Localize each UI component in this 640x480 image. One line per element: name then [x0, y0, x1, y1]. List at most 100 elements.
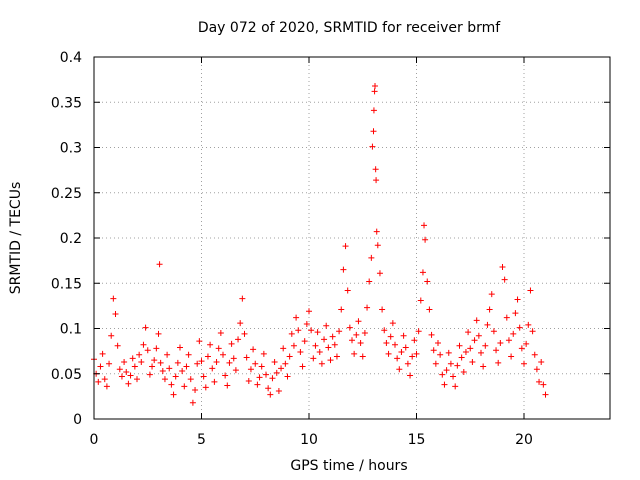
data-point [372, 166, 379, 173]
data-point [473, 317, 480, 324]
data-point [121, 358, 128, 365]
data-point [536, 378, 543, 385]
data-point [172, 373, 179, 380]
data-point [368, 254, 375, 261]
data-point [123, 368, 130, 375]
data-point [321, 336, 328, 343]
data-point [428, 331, 435, 338]
data-point [174, 359, 181, 366]
data-point [336, 328, 343, 335]
data-point [497, 339, 504, 346]
x-tick-label: 15 [408, 432, 426, 448]
grid [94, 57, 610, 419]
x-tick-label: 5 [197, 432, 206, 448]
data-point [370, 128, 377, 135]
data-point [129, 355, 136, 362]
data-point [373, 228, 380, 235]
x-axis: 0 5 10 15 20 [90, 57, 533, 448]
data-point [518, 345, 525, 352]
data-point [263, 371, 269, 378]
data-point [445, 349, 452, 356]
data-point [140, 341, 147, 348]
data-point [295, 327, 302, 334]
data-point [415, 328, 422, 335]
data-point [493, 347, 500, 354]
data-point [316, 349, 323, 356]
data-point [194, 360, 201, 367]
data-point [424, 278, 431, 285]
data-point [239, 295, 246, 302]
data-point [344, 287, 351, 294]
data-point [183, 363, 190, 370]
x-axis-label: GPS time / hours [290, 458, 407, 474]
data-point [359, 353, 366, 360]
data-point [187, 376, 194, 383]
data-point [207, 341, 214, 348]
data-point [516, 324, 523, 331]
data-point [465, 329, 472, 336]
y-tick-label: 0 [73, 412, 82, 428]
data-point [443, 367, 450, 374]
data-point [211, 378, 218, 385]
data-point [198, 358, 205, 365]
data-point [454, 362, 461, 369]
data-point [213, 358, 220, 365]
x-tick-label: 20 [515, 432, 533, 448]
data-point [527, 287, 534, 294]
data-point [200, 373, 207, 380]
data-point [437, 351, 444, 358]
data-point [495, 359, 502, 366]
data-point [284, 373, 291, 380]
data-point [156, 261, 163, 268]
data-point [370, 107, 377, 114]
data-point [260, 350, 267, 357]
data-point [542, 391, 549, 398]
data-point [217, 330, 224, 337]
data-point [215, 345, 222, 352]
y-tick-label: 0.25 [51, 186, 82, 202]
data-point [95, 378, 102, 385]
data-point [293, 314, 300, 321]
data-point [230, 355, 237, 362]
data-point [138, 358, 145, 365]
data-point [164, 351, 171, 358]
data-point [125, 380, 132, 387]
data-point [521, 360, 527, 367]
data-point [134, 376, 140, 383]
data-point [308, 327, 315, 334]
data-point [245, 377, 252, 384]
data-point [286, 353, 293, 360]
data-point [480, 363, 487, 370]
x-tick-label: 10 [300, 432, 318, 448]
data-point [373, 177, 380, 184]
data-point [131, 363, 138, 370]
data-point [422, 236, 429, 243]
data-point [484, 321, 491, 328]
data-point [349, 337, 355, 344]
data-point [398, 349, 405, 356]
data-point [103, 383, 110, 390]
data-point [478, 349, 484, 356]
data-point [110, 295, 117, 302]
data-point [204, 353, 211, 360]
data-point [136, 351, 143, 358]
data-point [383, 339, 390, 346]
data-point [209, 365, 216, 372]
data-point [460, 368, 467, 375]
data-point [452, 383, 459, 390]
data-point [159, 368, 166, 375]
data-point [338, 306, 345, 313]
data-point [267, 391, 274, 398]
y-axis: 0 0.05 0.1 0.15 0.2 0.25 0.3 0.35 0.4 [51, 50, 610, 428]
data-point [533, 366, 540, 373]
data-point [430, 347, 437, 354]
data-point [413, 350, 420, 357]
data-point [435, 339, 441, 346]
data-point [288, 330, 295, 337]
data-point [220, 351, 226, 358]
data-point [329, 333, 336, 340]
data-point [402, 344, 409, 351]
data-point [166, 365, 173, 372]
data-point [426, 306, 433, 313]
